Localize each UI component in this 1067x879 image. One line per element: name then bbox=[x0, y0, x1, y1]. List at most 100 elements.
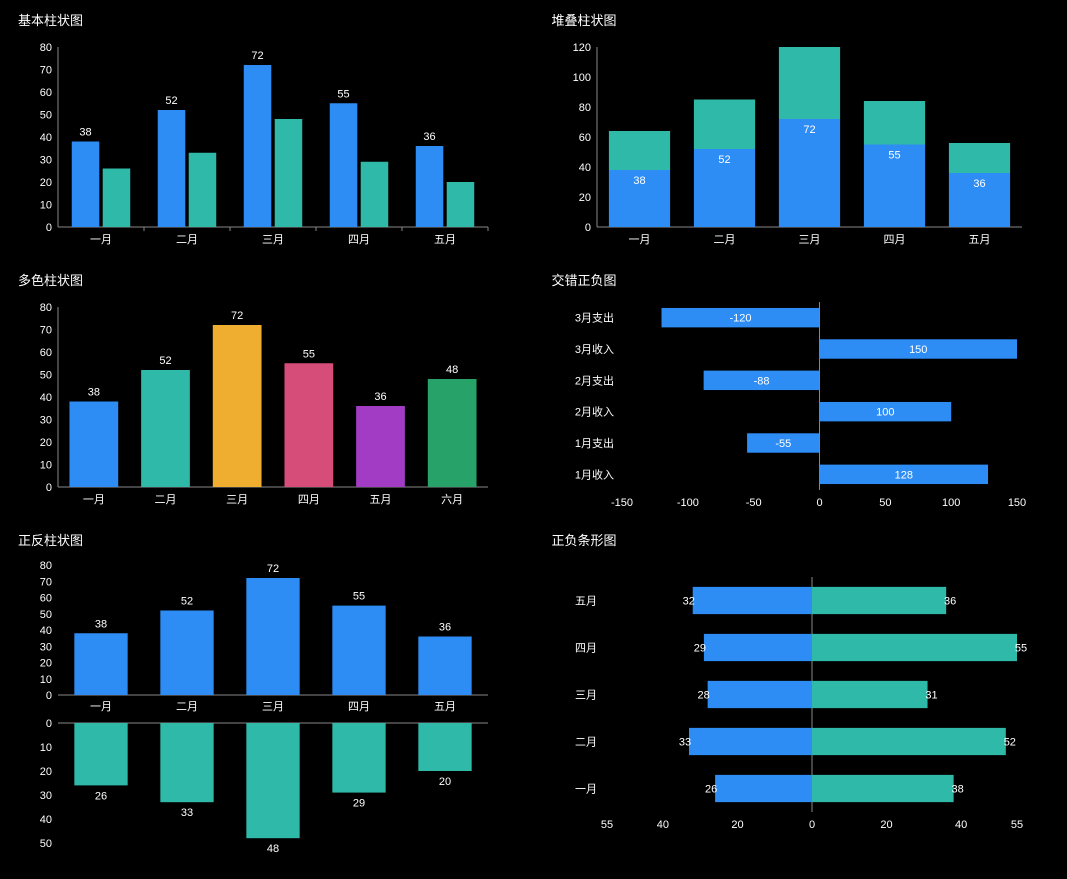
chart-basic-bar: 01020304050607080一月38二月52三月72四月55五月36 bbox=[18, 37, 516, 252]
svg-text:38: 38 bbox=[79, 127, 91, 139]
svg-text:-50: -50 bbox=[745, 497, 761, 509]
svg-text:32: 32 bbox=[682, 596, 694, 608]
svg-text:四月: 四月 bbox=[348, 701, 370, 713]
svg-text:-88: -88 bbox=[753, 375, 769, 387]
svg-text:二月: 二月 bbox=[176, 234, 198, 246]
svg-text:28: 28 bbox=[697, 690, 709, 702]
svg-text:33: 33 bbox=[678, 737, 690, 749]
svg-text:三月: 三月 bbox=[226, 494, 248, 506]
svg-text:50: 50 bbox=[40, 838, 52, 850]
svg-text:二月: 二月 bbox=[575, 737, 597, 749]
svg-text:40: 40 bbox=[578, 162, 590, 174]
svg-text:五月: 五月 bbox=[434, 701, 456, 713]
svg-text:1月收入: 1月收入 bbox=[574, 467, 613, 481]
svg-text:29: 29 bbox=[353, 798, 365, 810]
svg-text:20: 20 bbox=[880, 819, 892, 831]
svg-text:30: 30 bbox=[40, 415, 52, 427]
svg-text:55: 55 bbox=[337, 88, 349, 100]
svg-text:60: 60 bbox=[40, 347, 52, 359]
svg-text:55: 55 bbox=[1010, 819, 1022, 831]
svg-text:0: 0 bbox=[816, 497, 822, 509]
svg-text:120: 120 bbox=[572, 42, 590, 54]
svg-text:0: 0 bbox=[584, 222, 590, 234]
svg-text:70: 70 bbox=[40, 576, 52, 588]
panel-posneg-vbar: 正反柱状图 0102030405060708038一月52二月72三月55四月3… bbox=[0, 520, 534, 860]
chart-stacked-bar: 020406080100120一月38二月52三月72四月55五月36 bbox=[552, 37, 1050, 252]
svg-text:48: 48 bbox=[446, 364, 458, 376]
svg-text:40: 40 bbox=[40, 625, 52, 637]
svg-text:-55: -55 bbox=[775, 438, 791, 450]
svg-text:52: 52 bbox=[159, 355, 171, 367]
svg-text:10: 10 bbox=[40, 460, 52, 472]
svg-text:100: 100 bbox=[941, 497, 959, 509]
chart-posneg-vbar: 0102030405060708038一月52二月72三月55四月36五月010… bbox=[18, 557, 516, 857]
chart-grid: 基本柱状图 01020304050607080一月38二月52三月72四月55五… bbox=[0, 0, 1067, 879]
svg-text:72: 72 bbox=[267, 563, 279, 575]
svg-text:1月支出: 1月支出 bbox=[574, 436, 613, 450]
chart-multicolor-bar: 0102030405060708038一月52二月72三月55四月36五月48六… bbox=[18, 297, 516, 512]
svg-text:20: 20 bbox=[40, 437, 52, 449]
chart-title: 多色柱状图 bbox=[18, 270, 516, 289]
svg-text:80: 80 bbox=[578, 102, 590, 114]
chart-posneg-hbar: 5540200204055五月3236四月2955三月2831二月3352一月2… bbox=[552, 557, 1050, 837]
svg-text:26: 26 bbox=[95, 790, 107, 802]
svg-text:55: 55 bbox=[600, 819, 612, 831]
panel-multicolor-bar: 多色柱状图 0102030405060708038一月52二月72三月55四月3… bbox=[0, 260, 534, 520]
svg-text:10: 10 bbox=[40, 674, 52, 686]
svg-text:36: 36 bbox=[423, 131, 435, 143]
svg-text:52: 52 bbox=[1003, 737, 1015, 749]
svg-text:100: 100 bbox=[572, 72, 590, 84]
svg-text:二月: 二月 bbox=[176, 701, 198, 713]
svg-text:33: 33 bbox=[181, 807, 193, 819]
svg-text:20: 20 bbox=[40, 766, 52, 778]
chart-title: 正负条形图 bbox=[552, 530, 1050, 549]
svg-text:六月: 六月 bbox=[441, 493, 463, 506]
svg-text:20: 20 bbox=[578, 192, 590, 204]
svg-text:36: 36 bbox=[944, 596, 956, 608]
svg-text:30: 30 bbox=[40, 155, 52, 167]
svg-text:36: 36 bbox=[439, 622, 451, 634]
svg-text:三月: 三月 bbox=[262, 701, 284, 713]
svg-text:五月: 五月 bbox=[434, 234, 456, 246]
svg-text:三月: 三月 bbox=[575, 690, 597, 702]
chart-title: 交错正负图 bbox=[552, 270, 1050, 289]
svg-text:40: 40 bbox=[954, 819, 966, 831]
svg-text:48: 48 bbox=[267, 843, 279, 855]
svg-text:一月: 一月 bbox=[90, 234, 112, 246]
svg-text:31: 31 bbox=[925, 690, 937, 702]
svg-text:38: 38 bbox=[633, 175, 645, 187]
svg-text:70: 70 bbox=[40, 325, 52, 337]
svg-text:70: 70 bbox=[40, 65, 52, 77]
svg-text:40: 40 bbox=[40, 814, 52, 826]
svg-text:20: 20 bbox=[40, 177, 52, 189]
svg-text:72: 72 bbox=[251, 50, 263, 62]
svg-text:二月: 二月 bbox=[155, 494, 177, 506]
svg-text:一月: 一月 bbox=[575, 784, 597, 796]
svg-text:20: 20 bbox=[731, 819, 743, 831]
svg-text:100: 100 bbox=[876, 407, 894, 419]
svg-text:0: 0 bbox=[46, 222, 52, 234]
svg-text:80: 80 bbox=[40, 42, 52, 54]
svg-text:40: 40 bbox=[656, 819, 668, 831]
svg-text:29: 29 bbox=[693, 643, 705, 655]
svg-text:72: 72 bbox=[803, 124, 815, 136]
chart-title: 堆叠柱状图 bbox=[552, 10, 1050, 29]
svg-text:52: 52 bbox=[181, 596, 193, 608]
chart-interleaved-hbar: -150-100-500501001503月支出-1203月收入1502月支出-… bbox=[552, 297, 1050, 512]
svg-text:10: 10 bbox=[40, 742, 52, 754]
svg-text:0: 0 bbox=[808, 819, 814, 831]
svg-text:150: 150 bbox=[909, 344, 927, 356]
svg-text:60: 60 bbox=[40, 593, 52, 605]
panel-basic-bar: 基本柱状图 01020304050607080一月38二月52三月72四月55五… bbox=[0, 0, 534, 260]
svg-text:一月: 一月 bbox=[83, 494, 105, 506]
svg-text:55: 55 bbox=[888, 150, 900, 162]
svg-text:80: 80 bbox=[40, 302, 52, 314]
svg-text:36: 36 bbox=[973, 178, 985, 190]
svg-text:55: 55 bbox=[303, 348, 315, 360]
panel-posneg-hbar: 正负条形图 5540200204055五月3236四月2955三月2831二月3… bbox=[534, 520, 1067, 860]
svg-text:60: 60 bbox=[578, 132, 590, 144]
svg-text:55: 55 bbox=[353, 591, 365, 603]
svg-text:72: 72 bbox=[231, 310, 243, 322]
svg-text:四月: 四月 bbox=[575, 643, 597, 655]
svg-text:10: 10 bbox=[40, 200, 52, 212]
